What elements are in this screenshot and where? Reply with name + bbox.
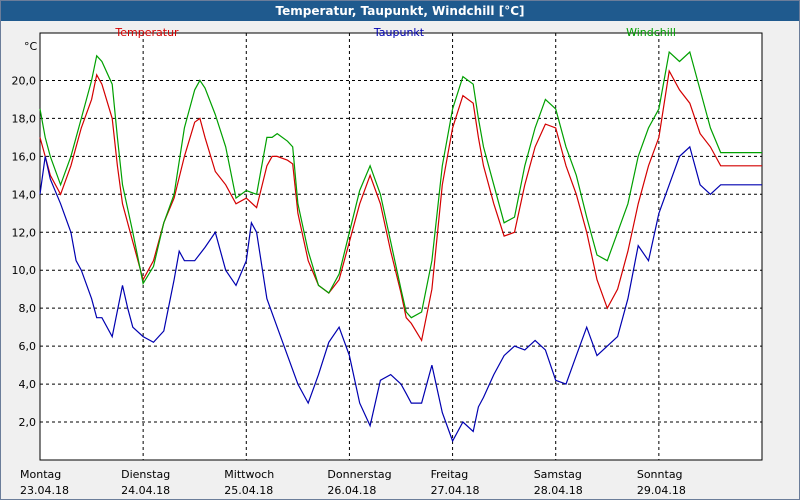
y-tick-label: 6,0 xyxy=(19,340,37,353)
y-tick-label: 10,0 xyxy=(12,264,37,277)
y-tick-label: 20,0 xyxy=(12,74,37,87)
series-line-windchill xyxy=(39,50,762,319)
x-tick-date: 24.04.18 xyxy=(121,484,170,497)
x-tick-date: 26.04.18 xyxy=(327,484,376,497)
legend-temperature: Temperatur xyxy=(114,26,179,39)
series-group xyxy=(39,50,762,443)
y-tick-label: 2,0 xyxy=(19,416,37,429)
y-tick-label: 8,0 xyxy=(19,302,37,315)
series-line-temperature xyxy=(39,69,762,343)
x-tick-date: 29.04.18 xyxy=(637,484,686,497)
legend-windchill: Windchill xyxy=(626,26,676,39)
x-tick-date: 25.04.18 xyxy=(224,484,273,497)
x-tick-date: 28.04.18 xyxy=(534,484,583,497)
x-tick-labels: Montag 23.04.18 Dienstag 24.04.18 Mittwoch 25… xyxy=(20,468,686,497)
x-tick-date: 23.04.18 xyxy=(20,484,69,497)
series-line-dewpoint xyxy=(39,145,762,443)
x-tick-day: Mittwoch xyxy=(224,468,274,481)
y-tick-label: 18,0 xyxy=(12,112,37,125)
x-tick-day: Montag xyxy=(20,468,61,481)
x-tick-day: Dienstag xyxy=(121,468,170,481)
y-tick-label: 14,0 xyxy=(12,188,37,201)
y-unit-label: °C xyxy=(24,40,38,53)
y-tick-label: 16,0 xyxy=(12,150,37,163)
x-tick-day: Sonntag xyxy=(637,468,683,481)
legend-dewpoint: Taupunkt xyxy=(373,26,425,39)
y-tick-labels: 2,0 4,0 6,0 8,0 10,0 12,0 14,0 16,0 18,0 20,0 xyxy=(12,74,37,429)
window-title: Temperatur, Taupunkt, Windchill [°C] xyxy=(1,1,799,21)
y-tick-label: 4,0 xyxy=(19,378,37,391)
x-tick-date: 27.04.18 xyxy=(431,484,480,497)
x-tick-day: Donnerstag xyxy=(327,468,391,481)
x-tick-day: Freitag xyxy=(431,468,469,481)
plot-area xyxy=(39,32,763,461)
y-tick-label: 12,0 xyxy=(12,226,37,239)
x-tick-day: Samstag xyxy=(534,468,582,481)
grid-lines xyxy=(40,33,762,460)
legend: Temperatur Taupunkt Windchill xyxy=(114,26,676,39)
